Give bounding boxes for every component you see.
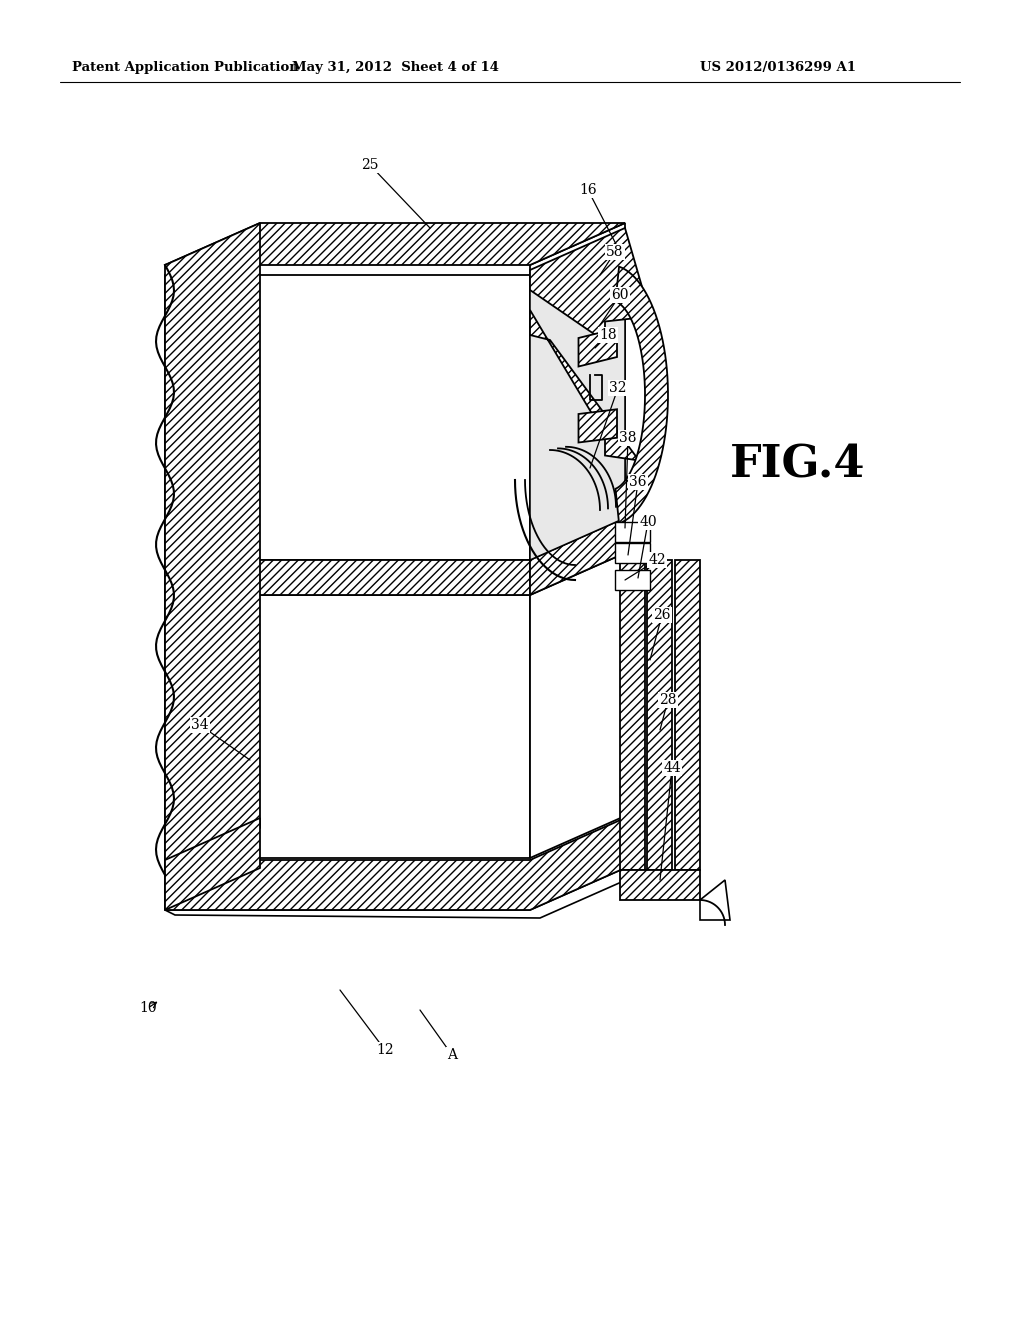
Text: 36: 36 [630, 475, 647, 488]
Text: 18: 18 [599, 327, 616, 342]
Polygon shape [647, 560, 672, 870]
Polygon shape [615, 570, 650, 590]
Text: 58: 58 [606, 246, 624, 259]
Polygon shape [165, 223, 260, 870]
Polygon shape [530, 223, 625, 560]
Polygon shape [530, 310, 639, 461]
Text: 32: 32 [609, 381, 627, 395]
Polygon shape [165, 595, 530, 858]
Polygon shape [165, 818, 260, 909]
Polygon shape [615, 521, 650, 543]
Polygon shape [579, 409, 617, 442]
Polygon shape [620, 870, 700, 900]
Text: A: A [447, 1048, 457, 1063]
Text: FIG.4: FIG.4 [730, 444, 865, 487]
Polygon shape [165, 223, 625, 265]
Polygon shape [530, 517, 625, 595]
Polygon shape [700, 880, 730, 920]
Polygon shape [530, 234, 625, 560]
Text: 42: 42 [648, 553, 666, 568]
Text: 44: 44 [664, 762, 681, 775]
Text: 16: 16 [580, 183, 597, 197]
Polygon shape [165, 560, 530, 595]
Polygon shape [615, 543, 650, 564]
Polygon shape [675, 560, 700, 870]
Polygon shape [165, 818, 625, 909]
Polygon shape [165, 869, 635, 917]
Polygon shape [165, 275, 530, 560]
Text: 12: 12 [376, 1043, 394, 1057]
Polygon shape [579, 329, 617, 367]
Text: 60: 60 [611, 288, 629, 302]
Text: 28: 28 [659, 693, 677, 708]
Text: May 31, 2012  Sheet 4 of 14: May 31, 2012 Sheet 4 of 14 [292, 62, 499, 74]
Text: 25: 25 [361, 158, 379, 172]
Text: 26: 26 [653, 609, 671, 622]
Polygon shape [615, 267, 668, 524]
Polygon shape [620, 560, 645, 870]
Polygon shape [530, 553, 625, 858]
Text: 34: 34 [191, 718, 209, 733]
Polygon shape [530, 228, 650, 342]
Text: Patent Application Publication: Patent Application Publication [72, 62, 299, 74]
Text: 10: 10 [139, 1001, 157, 1015]
Text: US 2012/0136299 A1: US 2012/0136299 A1 [700, 62, 856, 74]
Text: 38: 38 [620, 432, 637, 445]
Text: 40: 40 [639, 515, 656, 529]
